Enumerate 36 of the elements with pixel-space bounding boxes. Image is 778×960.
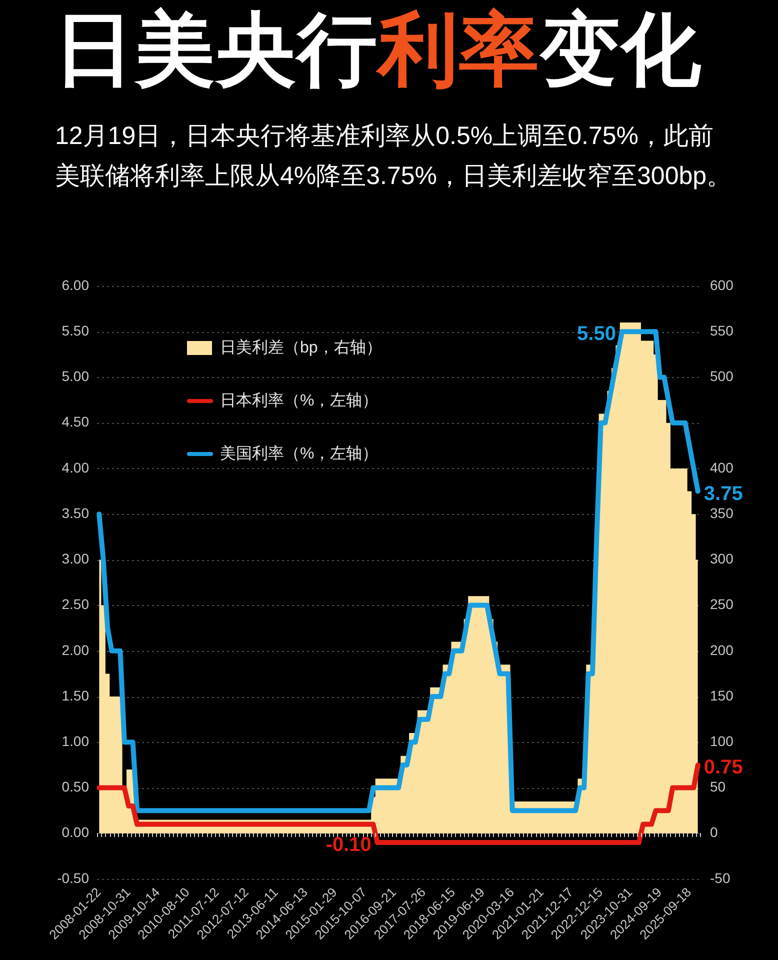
y2-tick-label: 600 xyxy=(710,276,734,293)
y2-tick-label: 50 xyxy=(710,778,726,795)
y2-tick-label: 550 xyxy=(710,322,734,338)
chart-subtitle: 12月19日，日本央行将基准利率从0.5%上调至0.75%，此前美联储将利率上限从4%降至3.75%，日美利差收窄至300bp。 xyxy=(55,121,733,192)
y-tick-label: 6.00 xyxy=(62,276,90,293)
legend-label: 美国利率（%，左轴） xyxy=(220,444,378,462)
y2-tick-label: 0 xyxy=(710,824,718,840)
y-tick-label: 5.00 xyxy=(62,368,90,384)
legend-label: 日美利差（bp，右轴） xyxy=(220,338,382,356)
data-label: -0.10 xyxy=(326,834,372,856)
y2-tick-label: 350 xyxy=(710,504,734,521)
y2-tick-label: -50 xyxy=(710,870,730,886)
data-label: 0.75 xyxy=(704,756,743,778)
y2-tick-label: 300 xyxy=(710,550,734,567)
y-tick-label: -0.50 xyxy=(57,870,90,886)
data-label: 3.75 xyxy=(704,482,743,505)
y-tick-label: 4.50 xyxy=(62,414,90,430)
y-tick-label: 1.50 xyxy=(62,687,90,704)
y2-tick-label: 200 xyxy=(710,642,734,658)
data-label: 5.50 xyxy=(577,323,616,346)
y-tick-label: 3.50 xyxy=(62,504,90,521)
y-tick-label: 1.00 xyxy=(62,733,90,750)
y-tick-label: 5.50 xyxy=(62,322,90,338)
legend-label: 日本利率（%，左轴） xyxy=(220,391,378,410)
chart-title: 日美央行利率变化 xyxy=(54,5,702,94)
y-tick-label: 0.50 xyxy=(62,778,90,795)
y2-tick-label: 250 xyxy=(710,596,734,612)
y-tick-label: 0.00 xyxy=(62,824,90,840)
y2-tick-label: 400 xyxy=(710,459,734,476)
y2-tick-label: 100 xyxy=(710,733,734,750)
y2-tick-label: 150 xyxy=(710,687,734,704)
y-tick-label: 4.00 xyxy=(62,459,90,476)
y-tick-label: 2.50 xyxy=(62,596,90,612)
y2-tick-label: 500 xyxy=(710,368,734,384)
y-tick-label: 2.00 xyxy=(62,642,90,658)
y-tick-label: 3.00 xyxy=(62,550,90,567)
